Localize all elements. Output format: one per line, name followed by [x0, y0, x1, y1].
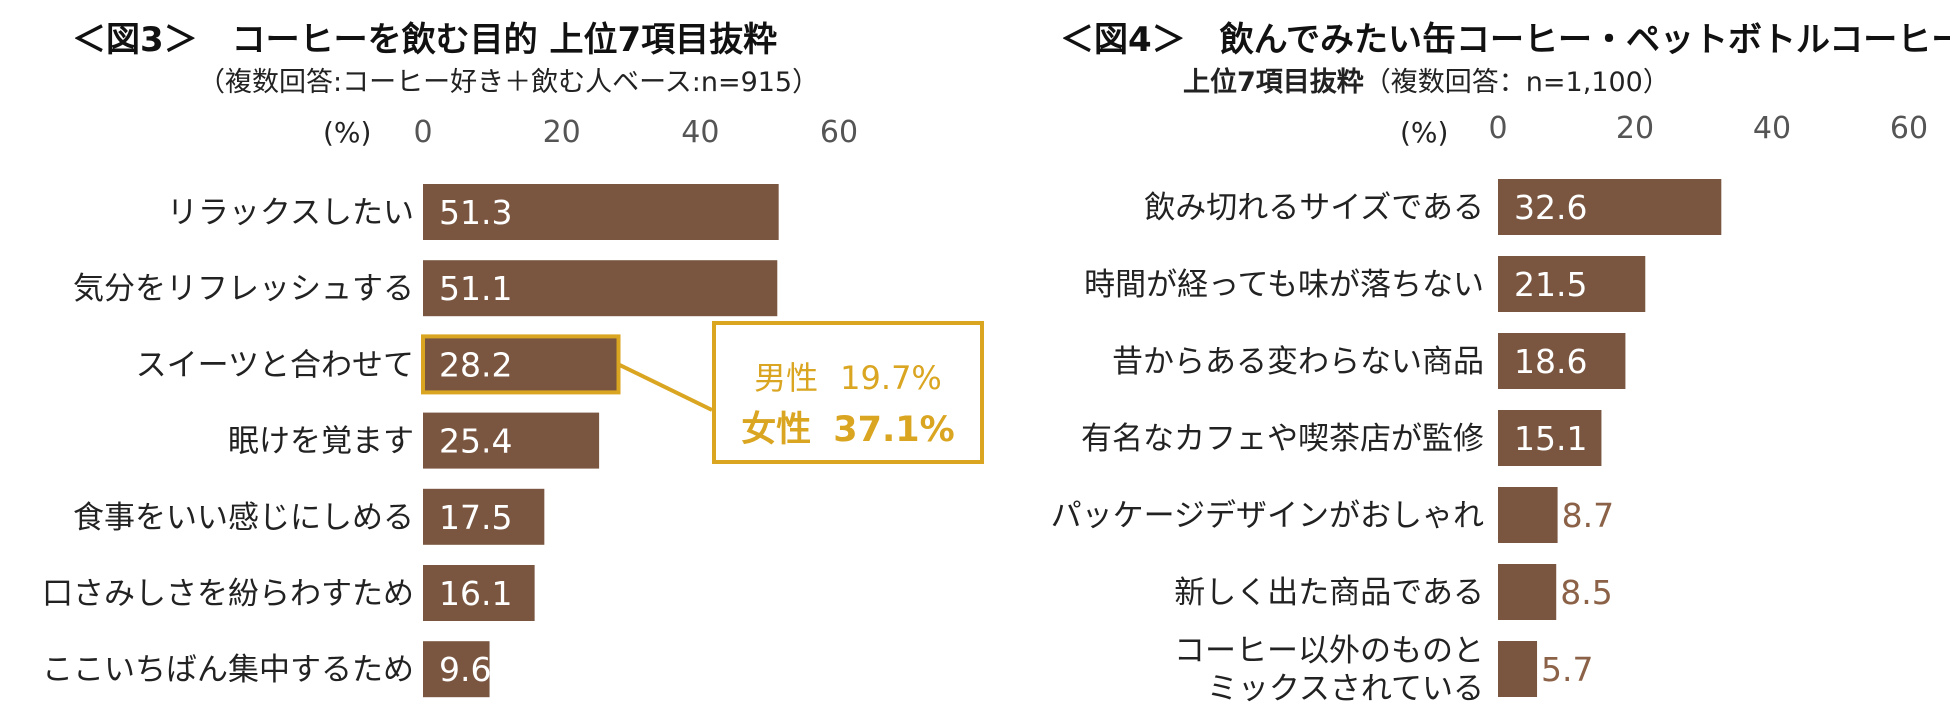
left-chart-panel: ＜図3＞ コーヒーを飲む目的 上位7項目抜粋 （複数回答:コーヒー好き＋飲む人ベ… — [42, 20, 984, 698]
left-bars: 51.3 リラックスしたい 51.1 気分をリフレッシュする 28.2 スイーツと合わせて… — [42, 184, 779, 698]
left-bar — [423, 565, 535, 621]
right-chart-panel: ＜図4＞ 飲んでみたい缶コーヒー・ペットボトルコーヒー 上位7項目抜粋（複数回答… — [1000, 0, 1950, 716]
right-bar — [1498, 487, 1558, 543]
right-bar-chart: 0 20 40 60 32.6 飲み切れるサイズである 21.5 時間が経っても味が落ちない 1… — [1051, 111, 1928, 707]
left-x-tick-label: 20 — [543, 115, 581, 150]
right-category-label: 新しく出た商品である — [1174, 575, 1484, 611]
right-category-label: パッケージデザインがおしゃれ — [1051, 498, 1484, 534]
left-x-tick-label: 60 — [820, 115, 858, 150]
right-category-label: 昔からある変わらない商品 — [1112, 344, 1484, 380]
left-callout-connector — [617, 362, 713, 412]
left-category-label: ここいちばん集中するため — [42, 652, 414, 688]
right-value-label: 21.5 — [1514, 265, 1587, 304]
left-x-tick-label: 0 — [413, 115, 432, 150]
callout-male-label: 男性 — [754, 359, 819, 397]
right-chart-subtitle-bold: 上位7項目抜粋 — [1183, 67, 1364, 98]
left-value-label: 51.1 — [439, 269, 512, 308]
right-bars: 32.6 飲み切れるサイズである 21.5 時間が経っても味が落ちない 18.6 昔からあ… — [1051, 179, 1722, 707]
right-bar — [1498, 641, 1538, 697]
left-value-label: 16.1 — [439, 574, 512, 613]
left-category-label: リラックスしたい — [167, 195, 414, 231]
right-chart-title: ＜図4＞ 飲んでみたい缶コーヒー・ペットボトルコーヒー — [1060, 20, 1950, 60]
left-value-label: 17.5 — [439, 498, 512, 537]
left-bar — [423, 641, 490, 698]
callout-male-value: 19.7% — [840, 359, 942, 397]
right-category-label: 有名なカフェや喫茶店が監修 — [1081, 421, 1484, 457]
left-category-label: 眠けを覚ます — [228, 424, 414, 460]
left-bar — [423, 260, 778, 317]
left-category-label: 口さみしさを紛らわすため — [42, 576, 414, 612]
right-value-label: 8.7 — [1562, 496, 1614, 535]
left-bar-chart: 0 20 40 60 51.3 リラックスしたい 51.1 気分をリフレッシュする 28.2 スイ… — [42, 115, 858, 698]
right-value-label: 15.1 — [1514, 419, 1587, 458]
left-category-label: 気分をリフレッシュする — [73, 271, 414, 307]
right-x-tick-label: 60 — [1890, 111, 1928, 146]
gender-callout-box: 男性 19.7% 女性 37.1% — [712, 321, 984, 464]
right-value-label: 5.7 — [1541, 650, 1593, 689]
callout-female-label: 女性 — [741, 410, 812, 450]
right-axis-unit: (%) — [1400, 116, 1449, 149]
right-x-tick-label: 20 — [1616, 111, 1654, 146]
left-bar — [423, 184, 779, 240]
left-bar — [423, 488, 545, 545]
left-bar — [423, 412, 600, 469]
right-x-tick-label: 0 — [1488, 111, 1507, 146]
right-bar — [1498, 179, 1722, 235]
right-category-label: 時間が経っても味が落ちない — [1084, 267, 1484, 303]
left-value-label: 51.3 — [439, 193, 512, 232]
left-chart-subtitle: （複数回答:コーヒー好き＋飲む人ベース:n=915） — [198, 67, 820, 98]
left-chart-title: ＜図3＞ コーヒーを飲む目的 上位7項目抜粋 — [72, 20, 778, 60]
left-value-label: 25.4 — [439, 422, 512, 461]
right-bar — [1498, 564, 1557, 620]
right-value-label: 8.5 — [1560, 573, 1612, 612]
left-value-label: 28.2 — [439, 345, 512, 384]
right-x-tick-label: 40 — [1753, 111, 1791, 146]
right-value-label: 32.6 — [1514, 188, 1587, 227]
right-value-label: 18.6 — [1514, 342, 1587, 381]
left-x-tick-label: 40 — [681, 115, 719, 150]
right-bar — [1498, 256, 1646, 312]
right-category-label: ミックスされている — [1207, 671, 1484, 707]
right-chart-subtitle: 上位7項目抜粋（複数回答：n=1,100） — [1183, 60, 1670, 99]
right-chart-subtitle-rest: （複数回答：n=1,100） — [1363, 67, 1670, 98]
left-value-label: 9.6 — [439, 650, 491, 689]
left-x-ticks: 0 20 40 60 — [413, 115, 858, 150]
callout-male-line: 男性 19.7% — [716, 353, 980, 399]
right-category-label: 飲み切れるサイズである — [1144, 190, 1484, 226]
callout-female-value: 37.1% — [833, 410, 955, 450]
right-x-ticks: 0 20 40 60 — [1488, 111, 1928, 146]
left-category-label: 食事をいい感じにしめる — [73, 500, 414, 536]
callout-female-line: 女性 37.1% — [716, 401, 980, 452]
right-bar — [1498, 333, 1626, 389]
left-category-label: スイーツと合わせて — [136, 347, 414, 383]
right-category-label: コーヒー以外のものと — [1174, 633, 1484, 669]
right-bar — [1498, 410, 1602, 466]
left-axis-unit: (%) — [323, 116, 372, 149]
